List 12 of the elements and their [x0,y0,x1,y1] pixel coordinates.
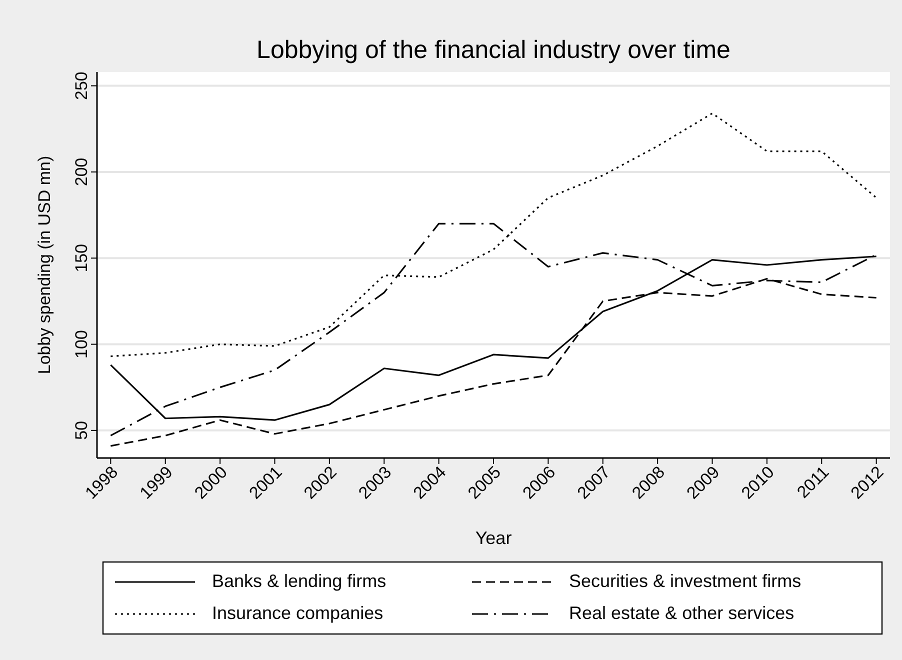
y-tick-label: 50 [72,420,91,440]
y-tick-label: 100 [72,330,91,358]
legend-label: Insurance companies [212,602,384,623]
y-axis-title: Lobby spending (in USD mn) [35,156,54,374]
legend-label: Securities & investment firms [569,570,802,591]
chart-title: Lobbying of the financial industry over time [256,36,730,64]
y-tick-label: 250 [72,72,91,100]
y-tick-label: 150 [72,244,91,272]
legend-label: Real estate & other services [569,602,794,623]
x-axis-title: Year [475,528,512,548]
legend-label: Banks & lending firms [212,570,386,591]
y-tick-label: 200 [72,158,91,186]
